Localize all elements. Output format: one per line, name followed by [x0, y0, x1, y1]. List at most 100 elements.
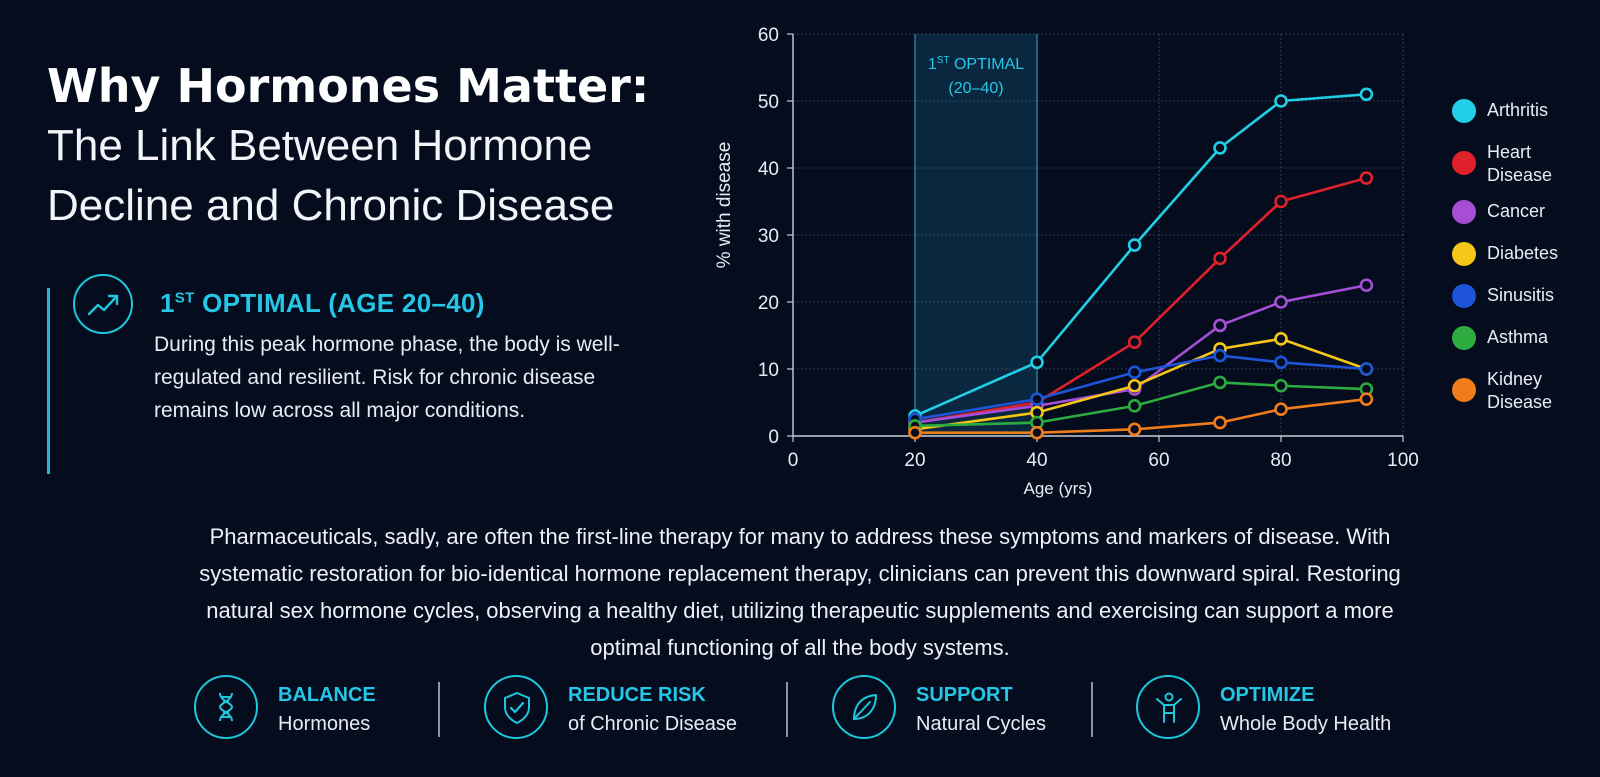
legend-label: Diabetes [1487, 242, 1558, 265]
paragraph-line: optimal functioning of all the body syst… [590, 635, 1010, 660]
legend-label: Arthritis [1487, 99, 1548, 122]
legend-item: Cancer [1452, 198, 1592, 240]
legend-label-line: Heart [1487, 142, 1532, 162]
series-line-heart-disease [914, 176, 1367, 424]
data-point-asthma [1127, 399, 1142, 413]
series-line-cancer [914, 283, 1367, 424]
feature-subtitle: Whole Body Health [1220, 713, 1392, 735]
legend-swatch [1452, 378, 1476, 402]
data-point-heart-disease [1359, 171, 1374, 185]
legend-label-line: Diabetes [1487, 243, 1559, 263]
data-point-cancer [1213, 318, 1227, 333]
shield-check-icon [484, 675, 548, 739]
disease-prevalence-chart: 1ST OPTIMAL (20–40) 0 10 20 30 40 50 60 0 20 40 60 80… [712, 18, 1432, 508]
legend-label-line: Disease [1487, 165, 1553, 185]
legend-item: Sinusitis [1452, 282, 1592, 324]
divider [786, 682, 788, 737]
page-subtitle-line1: The Link Between Hormone [47, 121, 593, 170]
divider [438, 682, 440, 737]
body-paragraph: Pharmaceuticals, sadly, are often the fi… [100, 518, 1500, 666]
feature-title: BALANCE [278, 684, 376, 706]
page-subtitle-line2: Decline and Chronic Disease [47, 181, 615, 230]
data-point-kidney-disease [1359, 392, 1374, 406]
x-tick-label: 40 [1026, 450, 1047, 471]
legend-item: Heart Disease [1452, 139, 1592, 198]
page-title: Why Hormones Matter: [47, 59, 650, 113]
data-point-diabetes [1274, 332, 1288, 346]
paragraph-line: natural sex hormone cycles, observing a … [206, 598, 1394, 623]
series-line-asthma [914, 381, 1367, 428]
data-point-asthma [1274, 378, 1288, 393]
legend-item: Diabetes [1452, 240, 1592, 282]
data-point-heart-disease [1213, 251, 1227, 266]
feature-title: REDUCE RISK [568, 684, 706, 706]
legend-label-line: Cancer [1487, 201, 1546, 221]
data-point-heart-disease [1274, 194, 1288, 209]
data-point-arthritis [1274, 94, 1288, 108]
divider [1091, 682, 1093, 737]
accent-bar [47, 288, 50, 474]
legend-swatch [1452, 326, 1476, 350]
chart-legend: Arthritis Heart Disease Cancer Diabetes Sinus… [1452, 97, 1592, 425]
x-axis-label: Age (yrs) [1024, 479, 1093, 498]
person-icon [1136, 675, 1200, 739]
data-point-kidney-disease [1127, 422, 1142, 437]
y-tick-label: 0 [768, 427, 779, 448]
data-point-kidney-disease [908, 425, 922, 440]
optimal-description: During this peak hormone phase, the body… [154, 333, 620, 422]
series-line-arthritis [914, 93, 1367, 418]
feature-subtitle: Hormones [278, 713, 371, 735]
legend-label: Sinusitis [1487, 284, 1554, 307]
legend-label: Heart Disease [1487, 141, 1552, 187]
data-point-sinusitis [1213, 348, 1227, 363]
title-block: Why Hormones Matter: The Link Between Ho… [47, 56, 687, 236]
data-point-cancer [1359, 278, 1374, 293]
optimal-region-label-range: (20–40) [948, 80, 1003, 97]
legend-swatch [1452, 242, 1476, 266]
dna-icon [194, 675, 258, 739]
optimal-shaded-region [915, 34, 1037, 436]
legend-item: Kidney Disease [1452, 366, 1592, 425]
data-point-sinusitis [1127, 365, 1142, 380]
feature-title: SUPPORT [916, 684, 1013, 706]
y-tick-label: 50 [758, 92, 779, 113]
feature-row: BALANCE Hormones REDUCE RISK of Chronic … [0, 670, 1600, 760]
legend-swatch [1452, 284, 1476, 308]
data-point-sinusitis [1030, 392, 1044, 406]
series-line-diabetes [914, 337, 1367, 431]
legend-label-line: Sinusitis [1487, 285, 1555, 305]
y-tick-label: 30 [758, 226, 779, 247]
legend-swatch [1452, 151, 1476, 175]
legend-label-line: Disease [1487, 392, 1553, 412]
legend-item: Arthritis [1452, 97, 1592, 139]
paragraph-line: systematic restoration for bio-identical… [199, 561, 1401, 586]
legend-label-line: Kidney [1487, 369, 1543, 389]
chart-svg: 1ST OPTIMAL (20–40) 0 10 20 30 40 50 60 0 20 40 60 80… [714, 25, 1419, 498]
feature-title: OPTIMIZE [1220, 684, 1315, 706]
series-line-kidney-disease [915, 397, 1367, 434]
legend-label: Cancer [1487, 200, 1545, 223]
leaf-icon [832, 675, 896, 739]
optimal-region-label: 1ST OPTIMAL [928, 55, 1024, 73]
data-point-diabetes [1127, 378, 1142, 393]
data-point-kidney-disease [1030, 425, 1044, 440]
legend-label: Asthma [1487, 326, 1548, 349]
y-tick-label: 20 [758, 293, 779, 314]
paragraph-line: Pharmaceuticals, sadly, are often the fi… [209, 524, 1391, 549]
data-point-heart-disease [1127, 335, 1142, 350]
legend-label: Kidney Disease [1487, 368, 1552, 414]
legend-swatch [1452, 200, 1476, 224]
data-point-sinusitis [1359, 362, 1374, 376]
legend-item: Asthma [1452, 324, 1592, 366]
x-tick-label: 20 [904, 450, 925, 471]
x-tick-label: 80 [1270, 450, 1291, 471]
optimal-callout: 1ST OPTIMAL (AGE 20–40) During this peak… [47, 274, 647, 474]
legend-label-line: Asthma [1487, 327, 1549, 347]
data-point-arthritis [1127, 238, 1142, 252]
data-point-arthritis [1359, 87, 1374, 102]
trending-up-icon [73, 274, 133, 334]
data-point-arthritis [1213, 141, 1227, 155]
data-point-sinusitis [1274, 355, 1288, 370]
y-tick-label: 60 [758, 25, 779, 46]
y-tick-label: 10 [758, 360, 779, 381]
